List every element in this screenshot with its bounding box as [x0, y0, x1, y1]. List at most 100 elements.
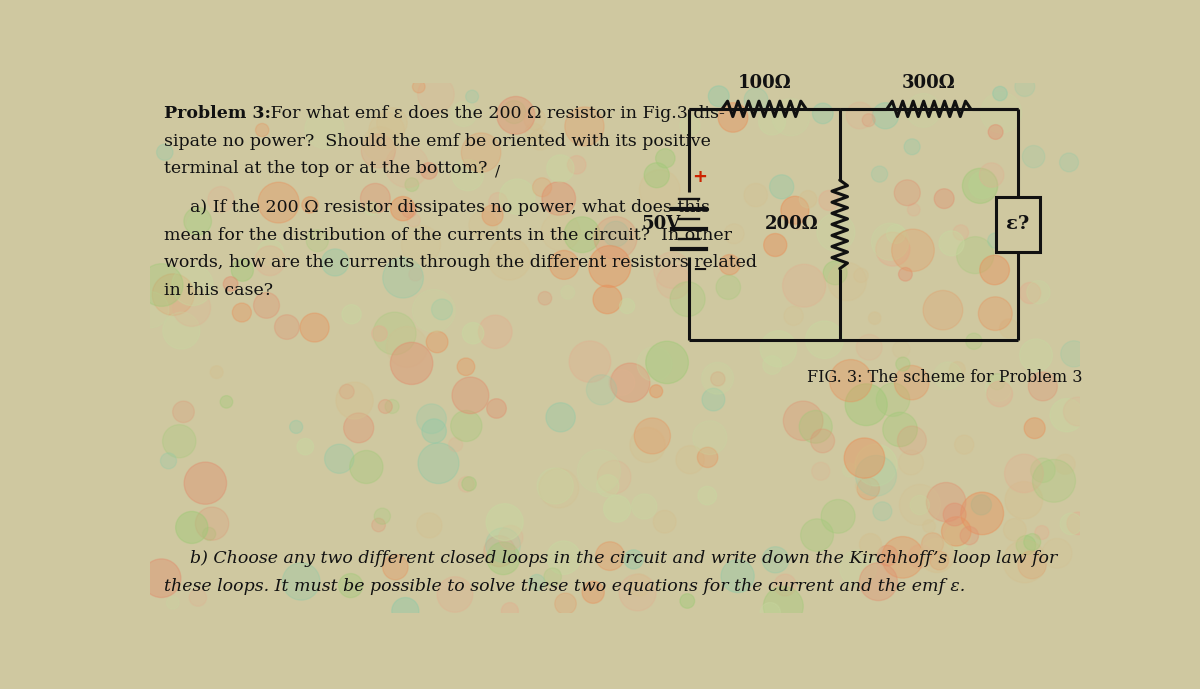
Circle shape — [876, 383, 910, 416]
Circle shape — [140, 264, 184, 307]
Circle shape — [1050, 398, 1084, 432]
Circle shape — [539, 469, 578, 508]
Circle shape — [763, 234, 787, 256]
Circle shape — [670, 282, 706, 316]
Circle shape — [1060, 513, 1082, 535]
Circle shape — [365, 202, 378, 216]
Text: −: − — [692, 260, 708, 278]
Circle shape — [305, 110, 344, 148]
Circle shape — [782, 265, 826, 307]
Circle shape — [869, 312, 881, 325]
Text: terminal at the top or at the bottom?: terminal at the top or at the bottom? — [164, 161, 487, 178]
Circle shape — [956, 236, 994, 274]
Circle shape — [486, 504, 523, 541]
Circle shape — [156, 144, 173, 161]
Circle shape — [300, 313, 329, 342]
Circle shape — [944, 524, 971, 550]
Circle shape — [587, 375, 617, 405]
Circle shape — [383, 555, 408, 580]
Circle shape — [899, 267, 912, 281]
Circle shape — [1015, 76, 1034, 96]
Circle shape — [844, 438, 884, 478]
Text: 100Ω: 100Ω — [737, 74, 791, 92]
Circle shape — [871, 166, 888, 182]
Circle shape — [361, 134, 395, 168]
Circle shape — [482, 205, 503, 226]
Circle shape — [499, 526, 523, 550]
Circle shape — [887, 225, 906, 243]
Circle shape — [1019, 282, 1040, 304]
Circle shape — [469, 211, 498, 239]
Circle shape — [1060, 153, 1079, 172]
Circle shape — [702, 388, 725, 411]
Circle shape — [857, 477, 880, 500]
Circle shape — [306, 229, 329, 251]
Text: FIG. 3: The scheme for Problem 3: FIG. 3: The scheme for Problem 3 — [806, 369, 1082, 386]
Circle shape — [383, 258, 424, 298]
Circle shape — [547, 155, 574, 182]
Circle shape — [173, 289, 210, 327]
Circle shape — [497, 96, 535, 134]
Circle shape — [721, 559, 755, 593]
Circle shape — [955, 435, 974, 454]
Circle shape — [791, 215, 806, 229]
Circle shape — [821, 500, 856, 533]
Circle shape — [413, 289, 455, 332]
Circle shape — [422, 419, 446, 443]
Circle shape — [324, 444, 354, 473]
Circle shape — [857, 334, 882, 360]
Circle shape — [635, 418, 671, 454]
Circle shape — [899, 450, 924, 475]
Circle shape — [437, 577, 473, 613]
Circle shape — [708, 86, 730, 107]
Circle shape — [386, 327, 427, 367]
Circle shape — [697, 447, 718, 468]
Circle shape — [340, 384, 354, 399]
Circle shape — [611, 363, 650, 402]
Circle shape — [894, 180, 920, 206]
Circle shape — [479, 315, 512, 349]
Circle shape — [253, 293, 280, 318]
Circle shape — [568, 156, 586, 174]
Circle shape — [594, 216, 637, 259]
Circle shape — [904, 138, 920, 155]
Circle shape — [593, 285, 622, 313]
Circle shape — [172, 265, 214, 306]
Circle shape — [856, 444, 898, 486]
Circle shape — [853, 268, 869, 282]
Circle shape — [1024, 418, 1045, 439]
Text: 300Ω: 300Ω — [902, 74, 955, 92]
Text: For what emf ε does the 200 Ω resistor in Fig.3 dis-: For what emf ε does the 200 Ω resistor i… — [265, 105, 725, 122]
Circle shape — [529, 130, 551, 150]
Circle shape — [418, 443, 458, 484]
Circle shape — [968, 172, 996, 198]
Circle shape — [596, 475, 619, 497]
Circle shape — [893, 341, 910, 358]
Circle shape — [161, 453, 176, 469]
Circle shape — [818, 190, 839, 210]
Circle shape — [462, 322, 484, 344]
Circle shape — [906, 94, 941, 127]
Circle shape — [812, 103, 833, 124]
Circle shape — [799, 191, 817, 208]
Circle shape — [554, 593, 576, 615]
Circle shape — [859, 533, 882, 555]
Text: 50V: 50V — [642, 216, 680, 234]
Circle shape — [544, 568, 562, 586]
Circle shape — [876, 232, 910, 266]
Circle shape — [989, 373, 1006, 390]
Circle shape — [1022, 145, 1045, 168]
Circle shape — [872, 103, 899, 129]
Circle shape — [223, 277, 238, 291]
Circle shape — [774, 574, 796, 596]
Circle shape — [526, 123, 544, 141]
Text: 200Ω: 200Ω — [764, 216, 818, 234]
Circle shape — [418, 76, 455, 112]
Circle shape — [718, 103, 748, 132]
Circle shape — [1006, 482, 1043, 519]
Circle shape — [1063, 397, 1092, 426]
Circle shape — [343, 413, 373, 443]
Circle shape — [542, 182, 576, 215]
Circle shape — [763, 586, 803, 626]
Circle shape — [1028, 372, 1057, 401]
